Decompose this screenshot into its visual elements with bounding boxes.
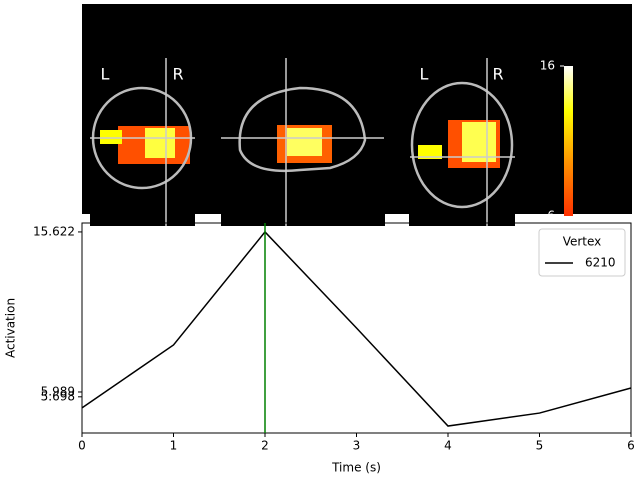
y-axis-label: Activation [4,298,18,358]
x-axis-label: Time (s) [331,461,381,475]
x-tick-label: 0 [78,439,86,453]
activation-blob [287,128,322,156]
y-tick-label: 5.698 [41,389,75,403]
legend-label: 6210 [585,256,616,270]
x-tick-label: 6 [627,439,635,453]
hemisphere-label: R [172,65,183,84]
activation-blob [462,122,496,162]
x-tick-label: 4 [444,439,452,453]
activation-blob [100,130,122,144]
hemisphere-label: L [420,65,429,84]
x-tick-label: 5 [536,439,544,453]
hemisphere-label: L [101,65,110,84]
activation-blob [145,128,175,158]
colorbar-tick-label: 16 [540,59,555,73]
legend-title: Vertex [563,235,602,249]
panel-edge [90,212,195,226]
legend-box [538,228,626,277]
line-series [81,230,632,427]
x-tick-label: 3 [353,439,361,453]
brain-panel: L R L R [82,4,632,226]
brain-outline [410,81,514,209]
hemisphere-label: R [492,65,503,84]
x-tick-label: 1 [170,439,178,453]
panel-edge [221,212,385,226]
activation-blob [418,145,442,159]
x-tick-label: 2 [261,439,269,453]
colorbar-tick-label: 6 [547,209,555,223]
colorbar [564,66,573,216]
y-tick-label: 5.989 [41,384,75,398]
y-tick-label: 15.622 [33,224,75,238]
brain-background [82,4,632,214]
panel-edge [409,212,515,226]
brain-outline [238,86,367,172]
